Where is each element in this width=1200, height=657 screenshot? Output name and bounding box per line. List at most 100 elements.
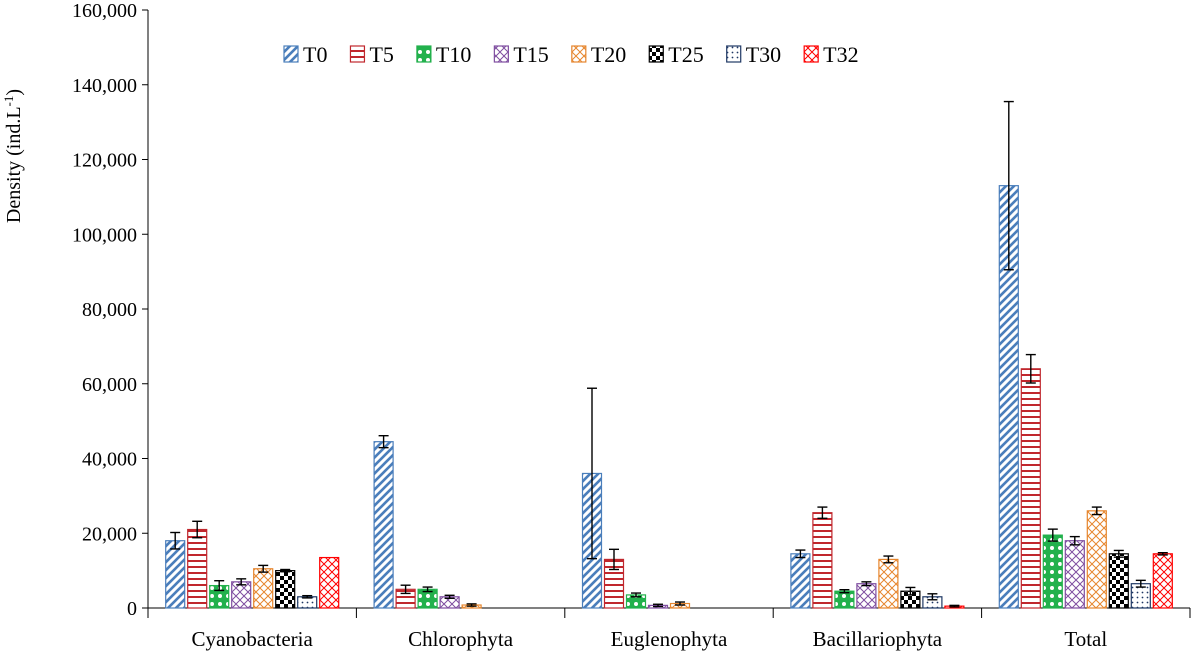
y-tick-label: 120,000 [72,150,137,172]
error-bar [1047,528,1058,542]
x-tick-label: Euglenophyta [611,627,728,651]
legend-label: T0 [303,42,327,67]
y-axis-title-superscript: -1 [1,96,16,107]
y-axis-title-main: Density (ind.L [3,106,25,223]
error-bar [444,594,455,599]
error-bar [1113,549,1124,558]
y-tick-label: 0 [127,598,137,620]
bar [834,590,855,609]
legend-label: T32 [823,42,858,67]
y-tick-label: 100,000 [72,224,137,246]
y-tick-label: 140,000 [72,75,137,97]
y-axis-title-suffix: ) [3,89,25,96]
legend-item: T20 [571,42,626,67]
legend-label: T10 [436,42,471,67]
legend-label: T5 [369,42,393,67]
y-axis: 0 20,000 40,000 60,000 80,000 100,000 120,000 1… [72,0,149,620]
bar [1042,534,1063,609]
y-tick-label: 20,000 [82,523,137,545]
error-bar [192,520,203,539]
legend-item: T25 [648,42,704,67]
error-bar [1069,535,1080,546]
bar [165,540,186,609]
legend-label: T30 [746,42,781,67]
error-bar [400,584,411,595]
error-bar [817,506,828,519]
bar [231,581,252,609]
error-bar [302,594,313,599]
error-bar [1135,579,1146,588]
legend-item: T32 [803,42,859,67]
bar [253,568,274,609]
legend-label: T20 [591,42,626,67]
x-tick-label: Total [1064,627,1107,651]
legend-item: T0 [283,42,327,67]
error-bar [1157,551,1168,556]
bar [812,512,833,609]
error-bar [466,603,477,607]
error-bar [378,435,389,449]
y-tick-label: 60,000 [82,374,137,396]
legend-swatch [648,45,664,63]
y-tick-label: 80,000 [82,299,137,321]
y-axis-title-group: Density (ind.L-1) [1,89,26,223]
bar [856,583,877,609]
bar [1108,553,1129,609]
error-bar [1091,506,1102,516]
error-bar [1025,353,1036,384]
error-bar [280,568,291,573]
bar [1020,368,1041,609]
legend-swatch [416,45,432,63]
bar [319,556,340,609]
legend-item: T5 [349,42,394,67]
error-bar [927,593,938,601]
error-bar [675,601,685,606]
error-bar [170,531,181,550]
x-tick-label: Bacillariophyta [813,627,943,651]
y-axis-title: Density (ind.L-1) [1,89,26,223]
legend-swatch [493,45,509,63]
legend-item: T10 [416,42,471,67]
bar [1064,540,1085,609]
error-bar [609,548,619,571]
error-bar [422,586,433,593]
bar [790,553,811,609]
legend: T0 T5 T10 T15 T20 T25 T30 T32 [283,42,859,67]
error-bar [949,604,960,608]
bars [165,185,1173,609]
legend-swatch [283,45,299,63]
legend-swatch [803,45,819,63]
error-bars [170,100,1168,608]
error-bar [236,578,247,586]
legend-label: T25 [668,42,703,67]
x-tick-label: Cyanobacteria [192,627,314,651]
legend-swatch [726,45,742,63]
legend-swatch [349,45,366,63]
bar [275,570,296,609]
y-tick-label: 160,000 [72,0,137,22]
error-bar [631,592,641,598]
y-tick-label: 40,000 [82,449,137,471]
error-bar [258,564,269,573]
error-bar [883,555,894,564]
bar [878,558,899,609]
bar [187,528,208,609]
x-tick-label: Chlorophyta [408,627,514,651]
bar [1152,553,1173,609]
error-bar [905,586,916,596]
bar [373,441,394,609]
error-bar [653,603,663,608]
error-bar [1003,100,1014,271]
error-bar [587,387,597,560]
x-axis: Cyanobacteria Chlorophyta Euglenophyta Baci… [147,607,1191,651]
legend-label: T15 [513,42,548,67]
legend-item: T15 [493,42,549,67]
legend-swatch [571,45,587,63]
legend-item: T30 [726,42,781,67]
error-bar [839,588,850,594]
error-bar [795,549,806,559]
error-bar [861,581,872,587]
bar [1086,510,1107,609]
